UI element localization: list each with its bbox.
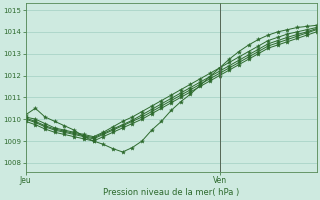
X-axis label: Pression niveau de la mer( hPa ): Pression niveau de la mer( hPa ): [103, 188, 239, 197]
